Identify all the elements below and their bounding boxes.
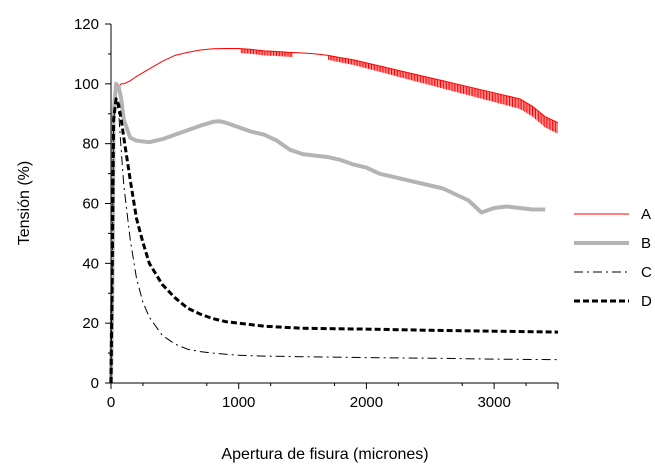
- x-tick-label: 3000: [477, 394, 510, 411]
- x-tick-label: 2000: [350, 394, 383, 411]
- series-line-c: [110, 98, 559, 384]
- x-tick-label: 0: [107, 394, 115, 411]
- y-axis-label: Tensión (%): [16, 161, 33, 245]
- legend-label-b: B: [641, 235, 651, 252]
- noise-ticks: [240, 48, 558, 134]
- x-tick-label: 1000: [222, 394, 255, 411]
- y-tick-label: 20: [82, 315, 99, 332]
- y-tick-label: 80: [82, 136, 99, 153]
- series-noise-a: [240, 48, 558, 134]
- ticks: 0 1000 2000 3000 0 20 40 60 80 100 120: [74, 16, 559, 411]
- x-axis-label: Apertura de fisura (micrones): [221, 446, 428, 463]
- y-tick-label: 120: [74, 16, 99, 33]
- legend-label-a: A: [641, 206, 651, 223]
- series-line-b: [109, 81, 546, 384]
- legend-label-c: C: [641, 264, 652, 281]
- y-tick-label: 0: [91, 375, 99, 392]
- y-tick-label: 100: [74, 76, 99, 93]
- legend-label-d: D: [641, 293, 652, 310]
- series-line-d: [109, 97, 559, 384]
- y-tick-label: 40: [82, 255, 99, 272]
- series-line-a: [110, 48, 559, 384]
- plot-lines: [109, 48, 559, 384]
- y-tick-label: 60: [82, 196, 99, 213]
